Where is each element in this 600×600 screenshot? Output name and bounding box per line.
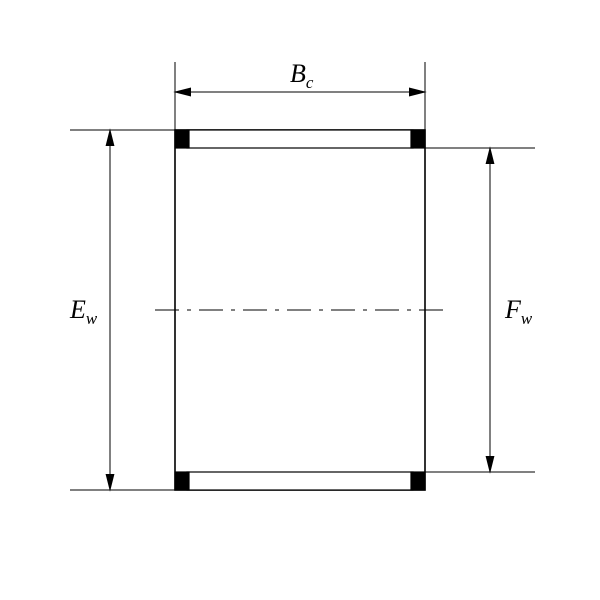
dim-ew-label: Ew <box>69 295 98 328</box>
dim-fw-label: Fw <box>504 295 533 328</box>
dim-bc-label: Bc <box>290 59 314 92</box>
roller <box>175 130 425 148</box>
bearing-dimension-diagram: Bc Ew Fw <box>0 0 600 600</box>
roller <box>175 472 425 490</box>
